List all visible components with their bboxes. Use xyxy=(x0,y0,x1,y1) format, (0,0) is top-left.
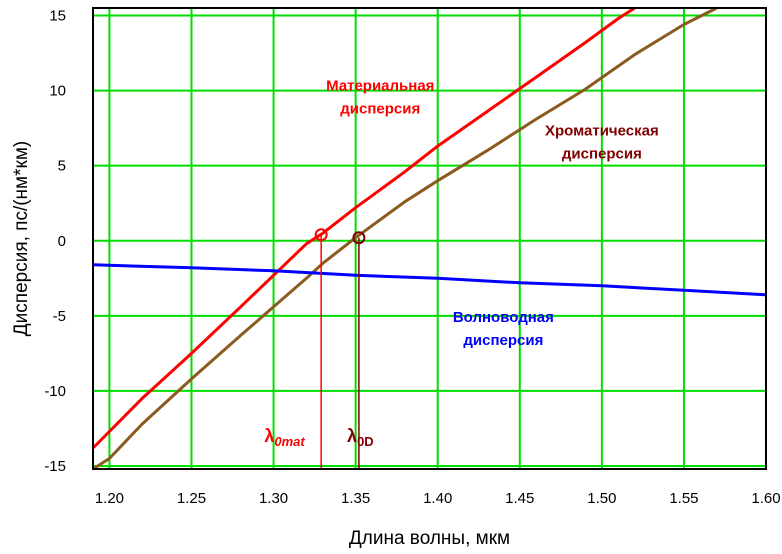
x-axis-title: Длина волны, мкм xyxy=(349,528,510,549)
y-tick-label-5: -10 xyxy=(44,383,66,400)
series-annotation-line: дисперсия xyxy=(340,101,420,118)
lambda-symbol: λ xyxy=(264,426,274,446)
x-tick-label-3: 1.35 xyxy=(341,490,370,507)
x-tick-label-1: 1.25 xyxy=(177,490,206,507)
x-tick-label-5: 1.45 xyxy=(505,490,534,507)
x-tick-labels: 1.20 1.25 1.30 1.35 1.40 1.45 1.50 1.55 1.60 xyxy=(95,490,781,507)
x-tick-label-0: 1.20 xyxy=(95,490,124,507)
y-tick-label-0: 15 xyxy=(49,8,66,25)
lambda-symbol: λ xyxy=(347,426,357,446)
y-tick-label-2: 5 xyxy=(58,158,66,175)
x-tick-label-7: 1.55 xyxy=(669,490,698,507)
y-tick-label-6: -15 xyxy=(44,458,66,475)
series-annotation-line: Волноводная xyxy=(453,309,554,326)
series-annotation-line: Материальная xyxy=(326,78,434,95)
x-tick-label-8: 1.60 xyxy=(751,490,780,507)
lambda-subscript: 0D xyxy=(357,434,374,449)
y-tick-label-1: 10 xyxy=(49,83,66,100)
lambda-subscript: 0mat xyxy=(274,434,305,449)
x-tick-label-6: 1.50 xyxy=(587,490,616,507)
x-tick-label-2: 1.30 xyxy=(259,490,288,507)
series-annotation-line: Хроматическая xyxy=(545,123,659,140)
series-annotation-line: дисперсия xyxy=(562,146,642,163)
y-axis-title: Дисперсия, пс/(нм*км) xyxy=(11,141,32,336)
y-tick-label-3: 0 xyxy=(58,233,66,250)
series-annotation-line: дисперсия xyxy=(463,332,543,349)
y-tick-label-4: -5 xyxy=(53,308,66,325)
x-tick-label-4: 1.40 xyxy=(423,490,452,507)
